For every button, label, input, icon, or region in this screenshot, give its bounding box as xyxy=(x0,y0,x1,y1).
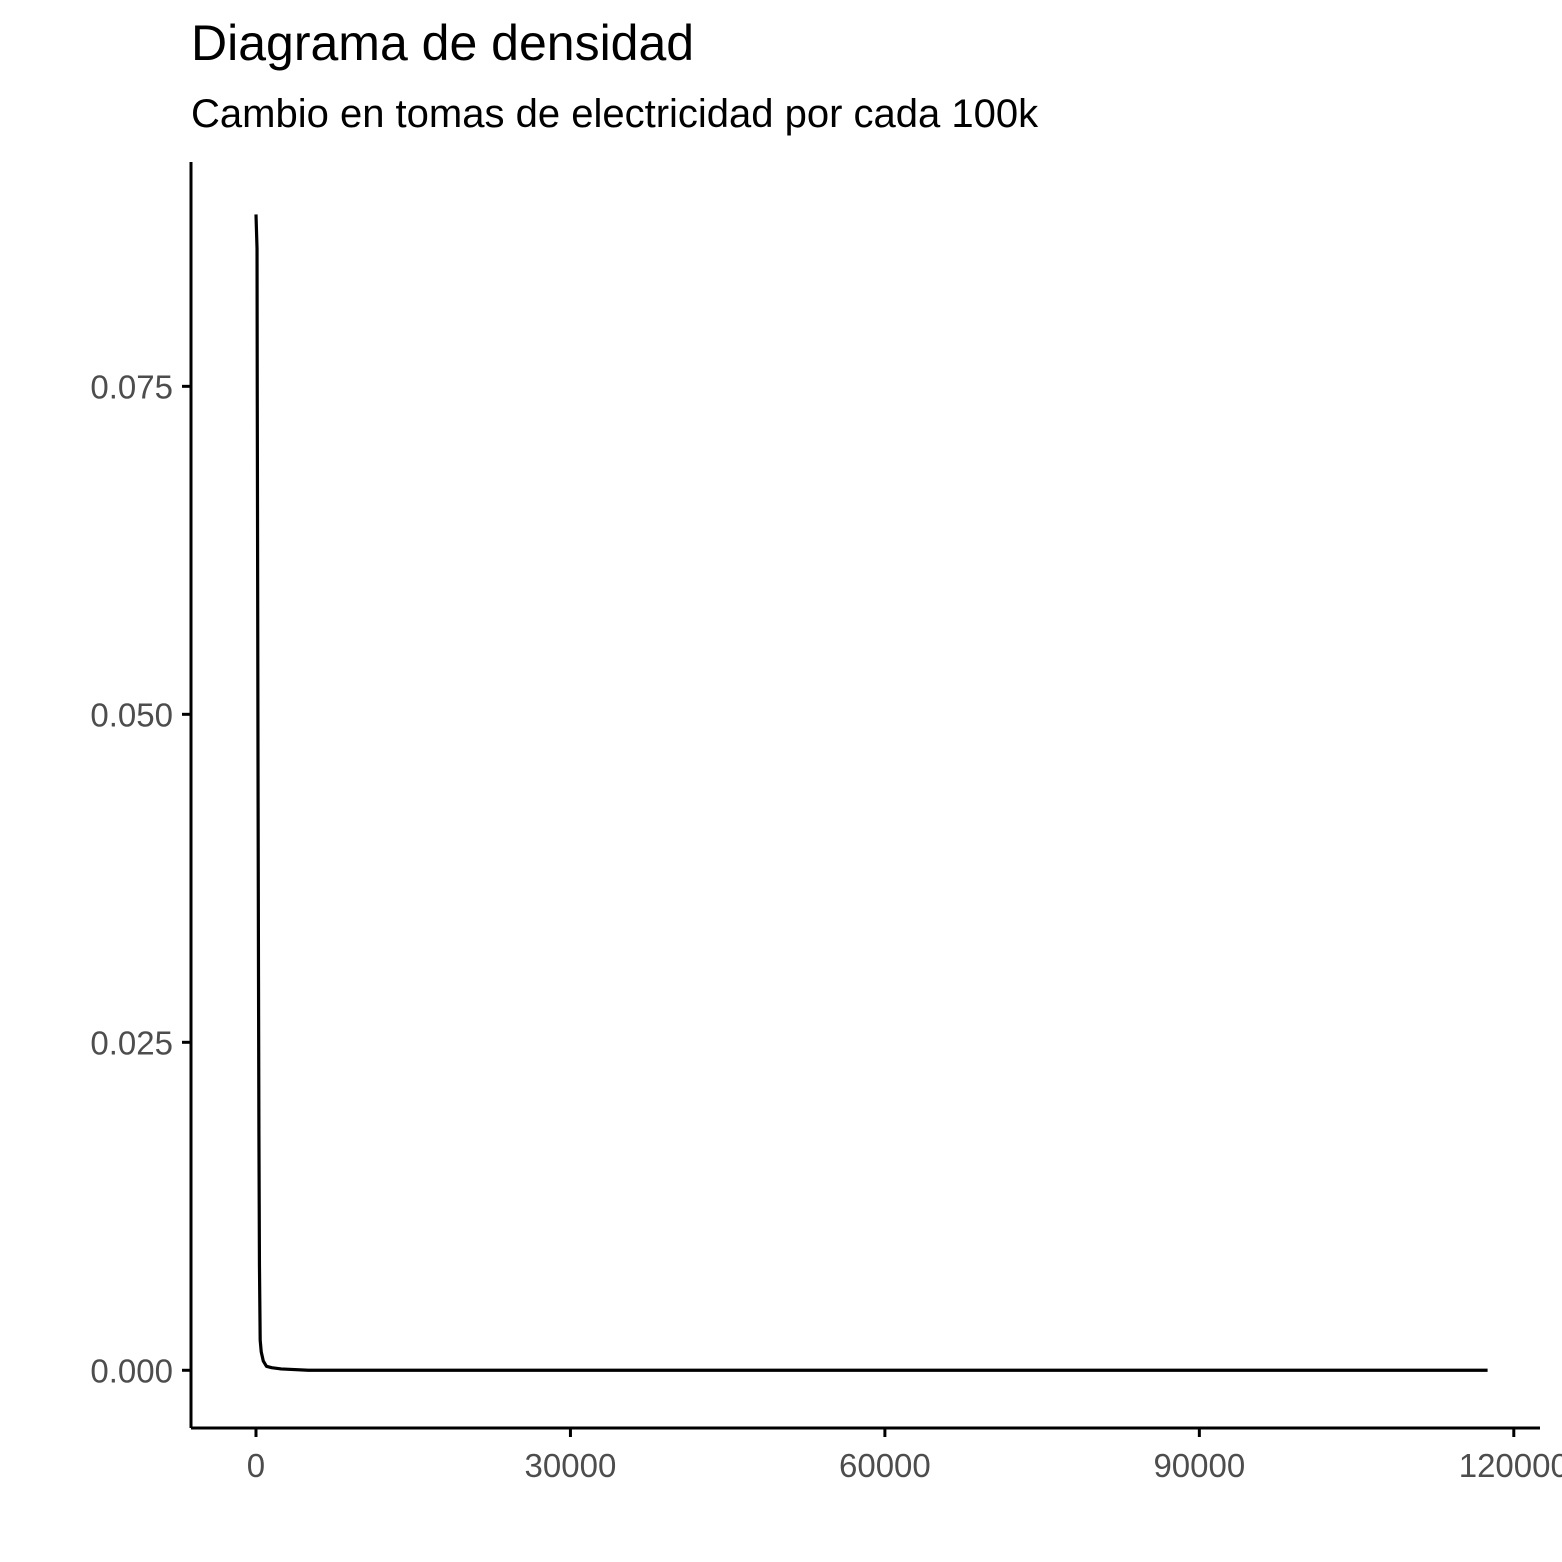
y-tick-label: 0.000 xyxy=(90,1352,173,1389)
y-axis-ticks: 0.000 0.025 0.050 0.075 xyxy=(90,368,191,1389)
x-tick-label: 0 xyxy=(247,1447,265,1484)
x-tick-label: 60000 xyxy=(839,1447,931,1484)
chart-title: Diagrama de densidad xyxy=(191,15,695,71)
x-tick-label: 30000 xyxy=(525,1447,617,1484)
y-tick-label: 0.025 xyxy=(90,1024,173,1061)
chart-subtitle: Cambio en tomas de electricidad por cada… xyxy=(191,92,1039,136)
series-layer xyxy=(254,214,1488,1372)
density-curve xyxy=(254,214,1488,1372)
x-tick-label: 90000 xyxy=(1153,1447,1245,1484)
x-axis-ticks: 0 30000 60000 90000 120000 xyxy=(247,1428,1562,1484)
x-tick-label: 120000 xyxy=(1459,1447,1562,1484)
y-tick-label: 0.050 xyxy=(90,696,173,733)
y-tick-label: 0.075 xyxy=(90,368,173,405)
